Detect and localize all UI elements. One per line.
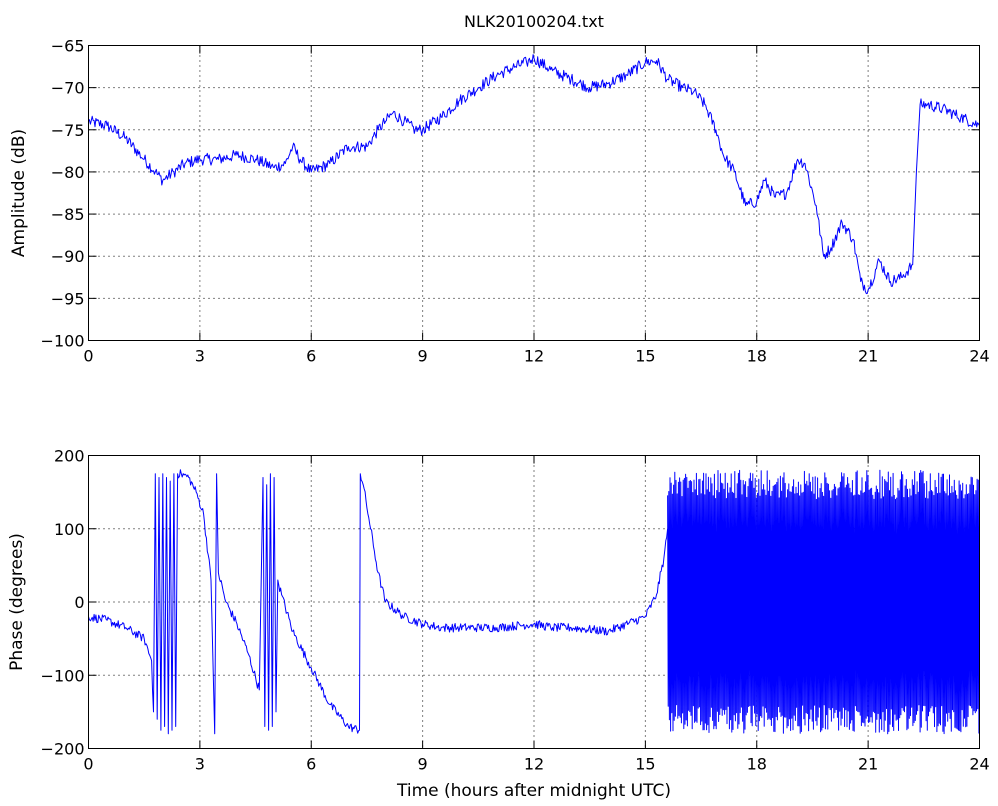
phase-frame (88, 455, 980, 749)
x-tick-label: 0 (83, 347, 93, 366)
y-tick-label: −75 (51, 121, 85, 140)
phase-trace-0 (88, 469, 669, 735)
y-tick-label: 200 (54, 447, 85, 466)
x-tick-label: 24 (969, 755, 989, 774)
phase-xlabel: Time (hours after midnight UTC) (396, 781, 671, 801)
x-tick-label: 18 (747, 755, 767, 774)
x-tick-label: 3 (195, 347, 205, 366)
y-tick-label: −100 (41, 666, 85, 685)
y-tick-label: −200 (41, 740, 85, 759)
y-tick-label: −90 (51, 247, 85, 266)
x-tick-label: 21 (858, 347, 878, 366)
y-tick-label: −100 (41, 332, 85, 351)
x-tick-label: 6 (306, 347, 316, 366)
x-tick-label: 18 (747, 347, 767, 366)
chart-title: NLK20100204.txt (464, 12, 604, 31)
phase-ticks: 0 3 6 9 12 15 18 21 24 200 100 0 −100 −200 (41, 447, 990, 774)
x-tick-label: 6 (306, 755, 316, 774)
phase-trace-1 (667, 469, 980, 735)
x-tick-label: 12 (524, 755, 544, 774)
phase-axes: 0 3 6 9 12 15 18 21 24 200 100 0 −100 −200 Phase (deg… (7, 447, 990, 802)
y-tick-label: −95 (51, 289, 85, 308)
amplitude-axes: 0 3 6 9 12 15 18 21 24−65−70−75−80−85−90−95−100 … (9, 12, 990, 366)
x-tick-label: 9 (418, 755, 428, 774)
amplitude-trace-0 (88, 54, 980, 295)
x-tick-label: 24 (969, 347, 989, 366)
x-tick-label: 21 (858, 755, 878, 774)
y-tick-label: −85 (51, 205, 85, 224)
amplitude-ylabel: Amplitude (dB) (9, 129, 29, 257)
x-tick-label: 0 (83, 755, 93, 774)
x-tick-label: 12 (524, 347, 544, 366)
x-tick-label: 15 (635, 755, 655, 774)
x-tick-label: 3 (195, 755, 205, 774)
amplitude-frame (88, 45, 980, 341)
amplitude-traces (88, 54, 980, 295)
y-tick-label: −80 (51, 163, 85, 182)
y-tick-label: 0 (74, 593, 84, 612)
y-tick-label: −65 (51, 37, 85, 56)
phase-ylabel: Phase (degrees) (7, 533, 27, 671)
phase-traces (88, 469, 980, 735)
amplitude-ticks: 0 3 6 9 12 15 18 21 24 −65 −70 −75 −80 −85 −90 −95 −100 (41, 37, 990, 366)
y-tick-label: 100 (54, 520, 85, 539)
x-tick-label: 9 (418, 347, 428, 366)
phase-grid (88, 455, 980, 749)
x-tick-label: 15 (635, 347, 655, 366)
y-tick-label: −70 (51, 79, 85, 98)
